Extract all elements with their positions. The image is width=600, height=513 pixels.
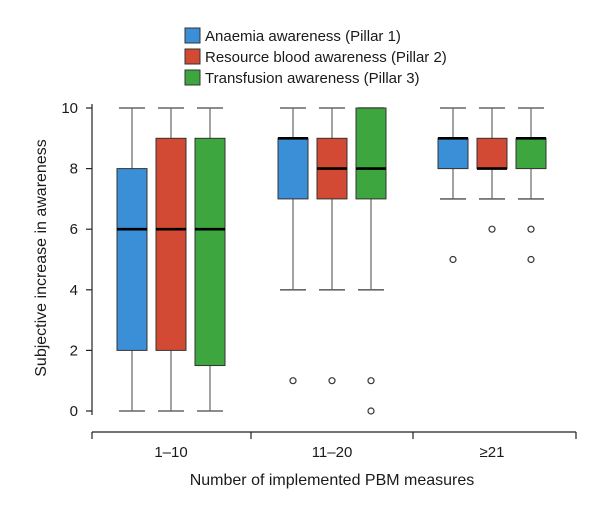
- legend-label: Anaemia awareness (Pillar 1): [205, 28, 401, 45]
- outlier-point: [367, 407, 375, 415]
- iqr-box: [194, 137, 226, 367]
- y-tick-label: 0: [70, 403, 78, 420]
- y-tick-label: 6: [70, 221, 78, 238]
- legend: Anaemia awareness (Pillar 1) Resource blo…: [184, 27, 447, 87]
- y-tick-label: 8: [70, 161, 78, 178]
- iqr-box: [476, 137, 508, 170]
- box-anaemia-awareness-pillar-1-2: [277, 107, 309, 385]
- box-transfusion-awareness-pillar-3-2: [355, 107, 387, 415]
- outlier-point: [488, 225, 496, 233]
- x-axis-title: Number of implemented PBM measures: [190, 472, 475, 489]
- y-tick-label: 2: [70, 342, 78, 359]
- outlier-point: [289, 377, 297, 385]
- outlier-point: [527, 255, 535, 264]
- x-tick-label: 11–20: [312, 444, 353, 461]
- box-anaemia-awareness-pillar-1-1: [116, 107, 148, 412]
- legend-item-anaemia-awareness-pillar-1: Anaemia awareness (Pillar 1): [184, 27, 401, 45]
- iqr-box: [277, 137, 309, 200]
- box-resource-blood-awareness-pillar-2-3: [476, 107, 508, 233]
- legend-item-resource-blood-awareness-pillar-2: Resource blood awareness (Pillar 2): [184, 48, 447, 66]
- iqr-box: [116, 168, 148, 351]
- outlier-point: [367, 377, 375, 385]
- y-tick-label: 10: [61, 100, 78, 117]
- box-transfusion-awareness-pillar-3-1: [194, 107, 226, 412]
- iqr-box: [355, 107, 387, 200]
- x-tick-label: ≥21: [480, 444, 505, 461]
- plot-area: [116, 107, 547, 415]
- outlier-point: [527, 225, 535, 233]
- legend-swatch: [184, 27, 201, 44]
- iqr-box: [155, 137, 187, 351]
- outlier-point: [449, 255, 457, 264]
- y-axis: 0 2 4 6 8 10: [61, 100, 93, 420]
- legend-swatch: [184, 69, 201, 86]
- legend-swatch: [184, 48, 201, 65]
- y-tick-label: 4: [70, 282, 78, 299]
- outlier-point: [328, 377, 336, 385]
- iqr-box: [437, 137, 469, 170]
- x-tick-label: 1–10: [154, 444, 187, 461]
- legend-label: Resource blood awareness (Pillar 2): [205, 49, 447, 66]
- box-anaemia-awareness-pillar-1-3: [437, 107, 469, 264]
- legend-label: Transfusion awareness (Pillar 3): [205, 70, 420, 87]
- legend-item-transfusion-awareness-pillar-3: Transfusion awareness (Pillar 3): [184, 69, 420, 87]
- x-axis: 1–10 11–20 ≥21: [91, 431, 577, 461]
- box-resource-blood-awareness-pillar-2-1: [155, 107, 187, 412]
- box-resource-blood-awareness-pillar-2-2: [316, 107, 348, 385]
- iqr-box: [515, 137, 547, 170]
- box-transfusion-awareness-pillar-3-3: [515, 107, 547, 264]
- y-axis-title: Subjective increase in awareness: [33, 139, 50, 376]
